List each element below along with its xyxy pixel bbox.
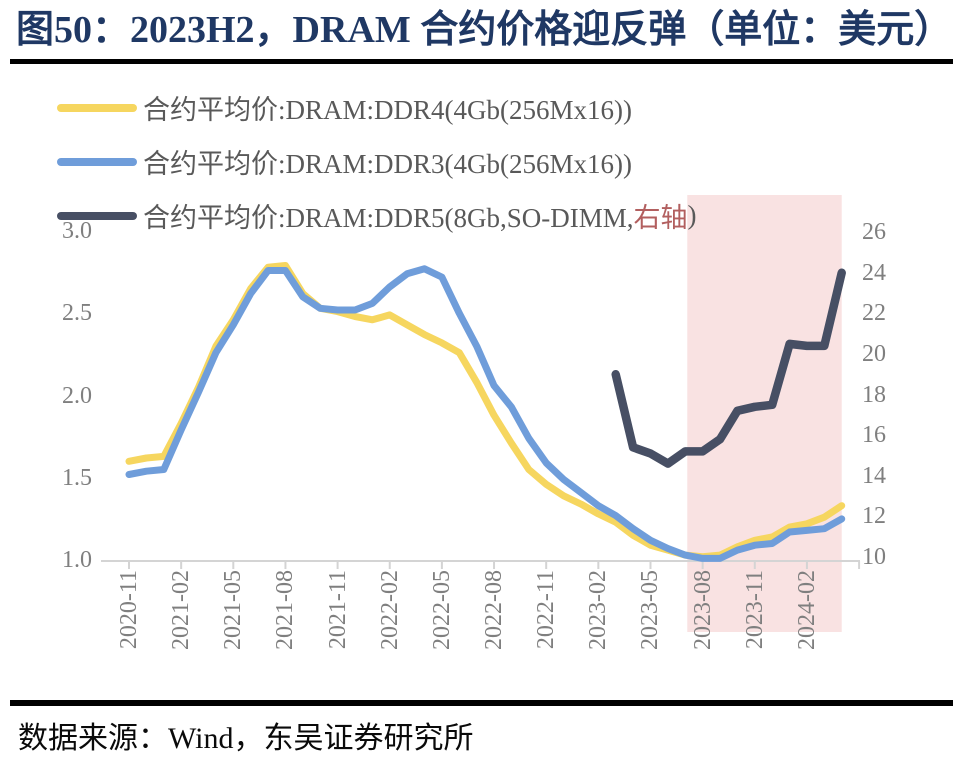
right-axis-tick-label: 12 [862, 503, 886, 530]
legend-item-1: 合约平均价:DRAM:DDR3(4Gb(256Mx16)) [57, 145, 632, 179]
legend-item-2: 合约平均价:DRAM:DDR5(8Gb,SO-DIMM, 右轴) [57, 199, 697, 233]
x-axis-tick-label: 2021-08 [272, 570, 299, 650]
legend-swatch-icon [57, 103, 137, 112]
legend-label: 合约平均价:DRAM:DDR4(4Gb(256Mx16)) [143, 95, 632, 125]
x-axis-tick-label: 2022-11 [533, 570, 560, 650]
right-axis-tick-label: 20 [862, 341, 886, 367]
right-axis-tick-label: 10 [862, 544, 886, 570]
source-note: 数据来源：Wind，东吴证券研究所 [18, 722, 474, 755]
legend-label: ) [687, 200, 697, 230]
x-axis-tick-label: 2021-11 [324, 570, 351, 650]
legend-label: 合约平均价:DRAM:DDR5(8Gb,SO-DIMM, [143, 203, 634, 233]
right-axis-tick-label: 26 [862, 219, 886, 246]
footer-divider-rule [10, 700, 953, 706]
title-divider-rule [10, 59, 953, 64]
right-axis-tick-label: 14 [862, 462, 886, 489]
legend-label-right-axis-note: 右轴 [633, 203, 688, 233]
x-axis-tick-label: 2021-05 [220, 570, 247, 650]
x-axis-tick-label: 2023-05 [637, 570, 664, 650]
figure-title: 图50：2023H2，DRAM 合约价格迎反弹（单位：美元） [16, 9, 953, 51]
x-axis-tick-label: 2021-02 [168, 570, 195, 650]
legend-label: 合约平均价:DRAM:DDR3(4Gb(256Mx16)) [143, 149, 632, 179]
left-axis-tick-label: 2.0 [62, 382, 92, 409]
left-axis-tick-label: 3.0 [62, 218, 92, 244]
x-axis-tick-label: 2022-02 [376, 570, 403, 650]
legend-swatch-icon [57, 211, 137, 220]
x-axis-tick-label: 2023-08 [689, 570, 716, 650]
legend-item-0: 合约平均价:DRAM:DDR4(4Gb(256Mx16)) [57, 91, 632, 125]
x-axis-tick-label: 2020-11 [116, 570, 142, 650]
left-axis-tick-label: 1.5 [62, 464, 92, 491]
highlight-band [687, 195, 842, 632]
x-axis-tick-label: 2022-05 [428, 570, 455, 650]
x-axis-tick-label: 2023-02 [585, 570, 612, 650]
right-axis-tick-label: 22 [862, 300, 886, 327]
left-axis-tick-label: 2.5 [62, 300, 92, 327]
left-axis-tick-label: 1.0 [62, 547, 92, 573]
series-line-1 [125, 265, 846, 562]
right-axis-tick-label: 16 [862, 422, 886, 449]
x-axis-tick-label: 2023-11 [741, 570, 768, 650]
x-axis-tick-label: 2024-02 [793, 570, 820, 650]
x-axis-tick-label: 2022-08 [481, 570, 508, 650]
right-axis-tick-label: 18 [862, 381, 886, 408]
right-axis-tick-label: 24 [862, 259, 886, 286]
legend-swatch-icon [57, 157, 137, 166]
series-line-2 [611, 268, 846, 468]
